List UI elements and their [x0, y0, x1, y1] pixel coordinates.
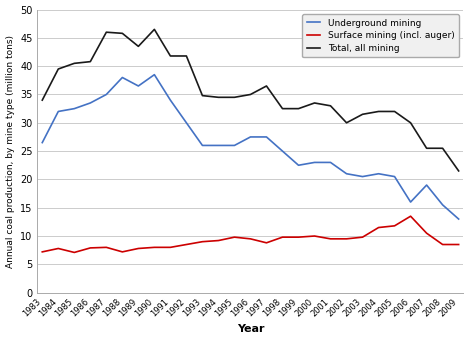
Underground mining — [136, 84, 141, 88]
Underground mining — [344, 172, 349, 176]
Surface mining (incl. auger) — [104, 245, 109, 249]
Surface mining (incl. auger) — [39, 250, 45, 254]
Line: Total, all mining: Total, all mining — [42, 29, 459, 171]
Legend: Underground mining, Surface mining (incl. auger), Total, all mining: Underground mining, Surface mining (incl… — [303, 14, 459, 57]
Underground mining — [392, 174, 397, 179]
Underground mining — [232, 143, 237, 148]
Total, all mining — [392, 109, 397, 114]
Surface mining (incl. auger) — [295, 235, 301, 239]
Total, all mining — [440, 146, 446, 150]
Total, all mining — [360, 112, 365, 116]
Underground mining — [295, 163, 301, 167]
Surface mining (incl. auger) — [200, 240, 205, 244]
Surface mining (incl. auger) — [71, 250, 77, 254]
Total, all mining — [295, 107, 301, 111]
Underground mining — [312, 160, 318, 165]
Underground mining — [424, 183, 430, 187]
Surface mining (incl. auger) — [136, 246, 141, 251]
Underground mining — [167, 98, 173, 102]
Underground mining — [456, 217, 461, 221]
Underground mining — [408, 200, 413, 204]
Underground mining — [360, 174, 365, 179]
Total, all mining — [232, 95, 237, 99]
Underground mining — [183, 121, 189, 125]
Total, all mining — [312, 101, 318, 105]
Surface mining (incl. auger) — [232, 235, 237, 239]
Underground mining — [328, 160, 333, 165]
Total, all mining — [88, 59, 93, 64]
Total, all mining — [408, 121, 413, 125]
Surface mining (incl. auger) — [344, 237, 349, 241]
Total, all mining — [248, 92, 253, 97]
Underground mining — [120, 75, 125, 80]
Underground mining — [151, 73, 157, 77]
Underground mining — [440, 203, 446, 207]
Surface mining (incl. auger) — [167, 245, 173, 249]
Total, all mining — [200, 94, 205, 98]
Total, all mining — [120, 31, 125, 35]
Surface mining (incl. auger) — [183, 242, 189, 246]
Total, all mining — [183, 54, 189, 58]
Line: Underground mining: Underground mining — [42, 75, 459, 219]
Surface mining (incl. auger) — [360, 235, 365, 239]
Surface mining (incl. auger) — [328, 237, 333, 241]
Surface mining (incl. auger) — [408, 214, 413, 218]
Surface mining (incl. auger) — [376, 225, 381, 230]
Total, all mining — [216, 95, 221, 99]
Surface mining (incl. auger) — [120, 250, 125, 254]
Surface mining (incl. auger) — [151, 245, 157, 249]
Underground mining — [264, 135, 269, 139]
Total, all mining — [456, 169, 461, 173]
Surface mining (incl. auger) — [248, 237, 253, 241]
Surface mining (incl. auger) — [392, 224, 397, 228]
Surface mining (incl. auger) — [264, 241, 269, 245]
Total, all mining — [136, 44, 141, 48]
Underground mining — [104, 92, 109, 97]
Surface mining (incl. auger) — [456, 242, 461, 246]
Line: Surface mining (incl. auger): Surface mining (incl. auger) — [42, 216, 459, 252]
Total, all mining — [55, 67, 61, 71]
Total, all mining — [151, 27, 157, 31]
Surface mining (incl. auger) — [424, 231, 430, 235]
Y-axis label: Annual coal production, by mine type (million tons): Annual coal production, by mine type (mi… — [6, 35, 15, 268]
Surface mining (incl. auger) — [440, 242, 446, 246]
Underground mining — [88, 101, 93, 105]
Total, all mining — [280, 107, 285, 111]
Total, all mining — [376, 109, 381, 114]
Surface mining (incl. auger) — [312, 234, 318, 238]
Surface mining (incl. auger) — [55, 246, 61, 251]
Underground mining — [71, 107, 77, 111]
Surface mining (incl. auger) — [88, 246, 93, 250]
X-axis label: Year: Year — [237, 324, 264, 335]
Underground mining — [200, 143, 205, 148]
Total, all mining — [424, 146, 430, 150]
Underground mining — [39, 140, 45, 144]
Total, all mining — [264, 84, 269, 88]
Total, all mining — [328, 104, 333, 108]
Total, all mining — [167, 54, 173, 58]
Total, all mining — [71, 61, 77, 65]
Surface mining (incl. auger) — [280, 235, 285, 239]
Underground mining — [216, 143, 221, 148]
Underground mining — [55, 109, 61, 114]
Total, all mining — [104, 30, 109, 34]
Underground mining — [248, 135, 253, 139]
Total, all mining — [344, 121, 349, 125]
Surface mining (incl. auger) — [216, 239, 221, 243]
Underground mining — [280, 149, 285, 153]
Total, all mining — [39, 98, 45, 102]
Underground mining — [376, 172, 381, 176]
